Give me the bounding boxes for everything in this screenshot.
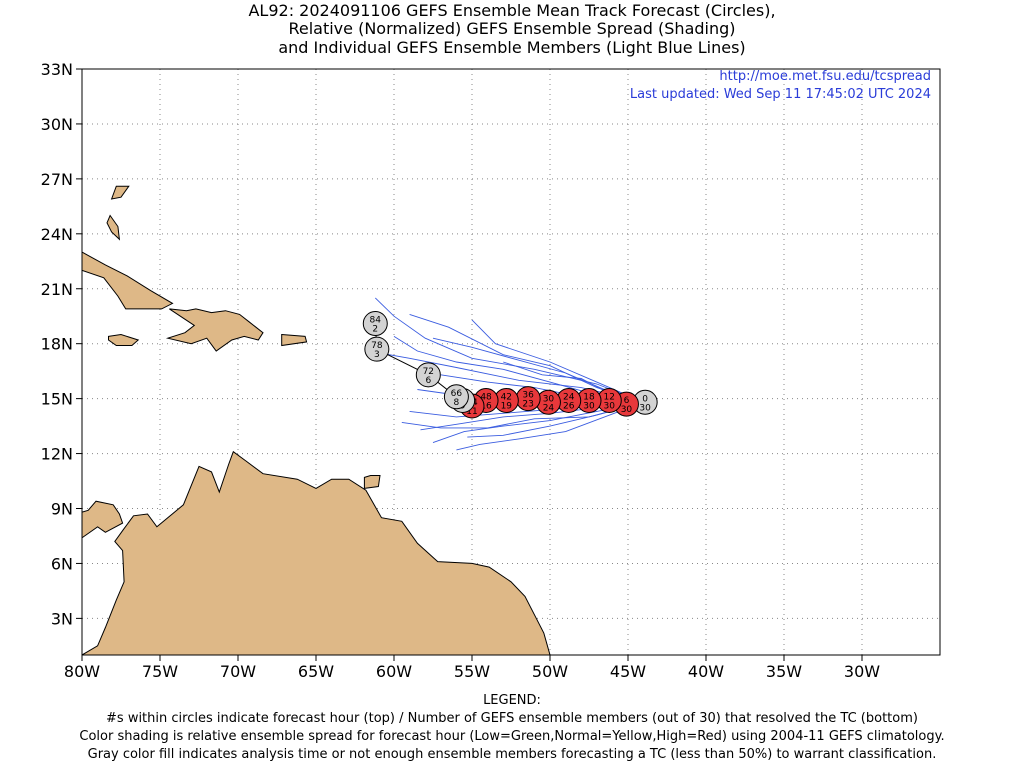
land-polygon (108, 333, 140, 346)
x-tick-label: 75W (142, 662, 178, 681)
forecast-hour-label: 6 (624, 396, 630, 406)
ensemble-member-line (456, 401, 644, 451)
land-polygon (82, 450, 551, 655)
x-tick-label: 35W (766, 662, 802, 681)
land-polygon (363, 475, 381, 489)
x-tick-label: 30W (844, 662, 880, 681)
member-count-label: 30 (621, 405, 633, 415)
land-polygon (82, 251, 174, 310)
y-tick-label: 21N (41, 280, 73, 299)
land-polygon (165, 308, 264, 352)
y-tick-label: 12N (41, 445, 73, 464)
forecast-hour-label: 66 (451, 389, 463, 399)
forecast-hour-label: 30 (543, 394, 555, 404)
x-tick-label: 45W (610, 662, 646, 681)
member-count-label: 2 (372, 325, 378, 335)
member-count-label: 26 (563, 401, 575, 411)
forecast-hour-label: 12 (604, 392, 615, 402)
land-polygon (106, 214, 121, 241)
x-tick-label: 50W (532, 662, 568, 681)
mean-track: 0306301230183024263024362342194816541160… (362, 311, 658, 419)
track-circle-shape (415, 362, 441, 388)
title-line-2: Relative (Normalized) GEFS Ensemble Spre… (288, 19, 736, 38)
land-areas (82, 185, 551, 655)
x-tick-label: 40W (688, 662, 724, 681)
land-polygon (110, 185, 130, 200)
title-line-1: AL92: 2024091106 GEFS Ensemble Mean Trac… (248, 1, 776, 20)
x-tick-label: 65W (298, 662, 334, 681)
member-count-label: 6 (425, 376, 431, 386)
forecast-hour-label: 24 (563, 392, 575, 402)
track-map: 0306301230183024263024362342194816541160… (41, 60, 941, 681)
forecast-hour-label: 42 (501, 392, 512, 402)
member-count-label: 19 (501, 401, 513, 411)
forecast-hour-label: 78 (371, 341, 383, 351)
y-tick-label: 33N (41, 60, 73, 79)
y-tick-label: 27N (41, 170, 73, 189)
member-count-label: 11 (466, 407, 477, 417)
track-circle: 842 (362, 311, 388, 337)
track-circle-shape (443, 384, 469, 410)
x-tick-label: 80W (64, 662, 100, 681)
grid-lines (82, 69, 940, 655)
y-tick-label: 6N (51, 554, 73, 573)
last-updated-text: Last updated: Wed Sep 11 17:45:02 UTC 20… (629, 87, 931, 102)
ensemble-member-line (374, 297, 644, 403)
legend-heading: LEGEND: (483, 693, 541, 708)
forecast-hour-label: 48 (480, 392, 492, 402)
track-circle: 783 (364, 336, 390, 362)
member-count-label: 3 (374, 350, 380, 360)
legend-line-1: #s within circles indicate forecast hour… (106, 711, 918, 726)
y-tick-label: 9N (51, 500, 73, 519)
land-polygon (281, 333, 308, 347)
track-circle-shape (362, 311, 388, 337)
track-circle: 726 (415, 362, 441, 388)
plot-frame (81, 68, 941, 656)
track-circle: 030 (632, 389, 658, 415)
member-count-label: 16 (480, 401, 492, 411)
member-count-label: 24 (543, 403, 555, 413)
legend-line-3: Gray color fill indicates analysis time … (87, 747, 937, 762)
member-count-label: 8 (454, 398, 460, 408)
x-tick-label: 55W (454, 662, 490, 681)
forecast-hour-label: 36 (522, 391, 534, 401)
title-line-3: and Individual GEFS Ensemble Members (Li… (278, 38, 746, 57)
legend-line-2: Color shading is relative ensemble sprea… (79, 729, 945, 744)
forecast-hour-label: 84 (370, 316, 382, 326)
forecast-hour-label: 0 (642, 394, 648, 404)
y-tick-label: 24N (41, 225, 73, 244)
y-tick-label: 30N (41, 115, 73, 134)
track-circle-shape (364, 336, 390, 362)
y-tick-label: 15N (41, 390, 73, 409)
forecast-hour-label: 18 (583, 392, 595, 402)
source-url-link[interactable]: http://moe.met.fsu.edu/tcspread (719, 69, 931, 84)
x-tick-label: 70W (220, 662, 256, 681)
member-count-label: 23 (522, 400, 533, 410)
x-tick-label: 60W (376, 662, 412, 681)
member-count-label: 30 (639, 403, 651, 413)
member-count-label: 30 (583, 401, 595, 411)
forecast-hour-label: 72 (423, 367, 434, 377)
axis-ticks: 80W 75W 70W 65W 60W 55W 50W 45W 40W 35W 30W33N30N2… (41, 60, 881, 681)
y-tick-label: 18N (41, 335, 73, 354)
ensemble-member-line (401, 401, 644, 429)
track-circle: 668 (443, 384, 469, 410)
member-count-label: 30 (604, 401, 616, 411)
y-tick-label: 3N (51, 609, 73, 628)
land-polygon (82, 500, 124, 539)
